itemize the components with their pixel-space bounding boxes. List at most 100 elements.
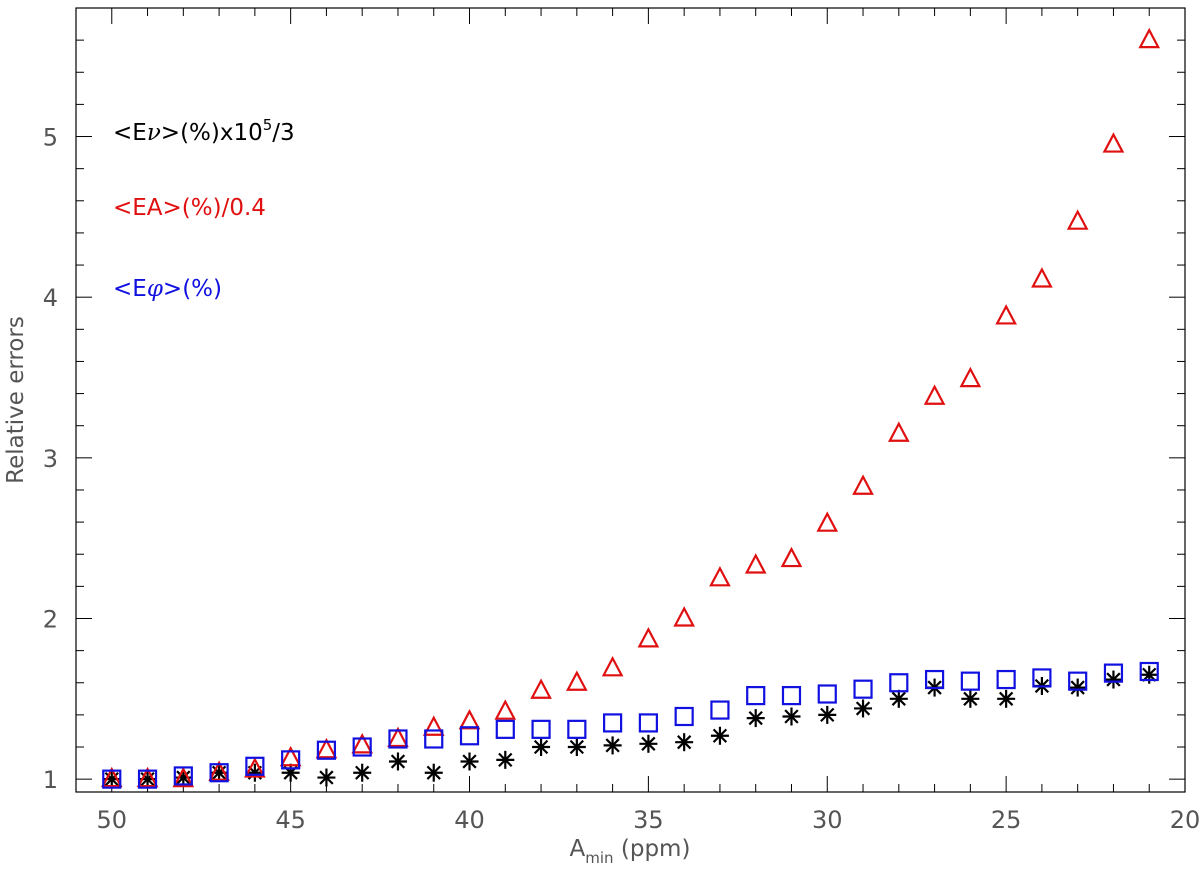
data-point-square: [352, 737, 372, 757]
x-tick-label: 45: [275, 806, 306, 834]
data-point-square: [316, 740, 337, 760]
data-point-triangle: [566, 670, 588, 691]
data-point-triangle: [1031, 267, 1053, 288]
data-point-triangle: [780, 546, 803, 568]
data-point-triangle: [387, 726, 409, 748]
data-point-square: [603, 713, 623, 733]
data-point-triangle: [530, 678, 552, 699]
data-point-square: [996, 669, 1016, 690]
data-point-triangle: [673, 606, 695, 627]
legend-entry-nu: <Eν>(%)x105/3: [113, 116, 295, 146]
data-point-asterisk: [567, 738, 586, 757]
x-axis-label-subscript: min: [585, 849, 613, 867]
data-point-square: [173, 766, 193, 786]
data-point-triangle: [1066, 209, 1089, 230]
data-point-asterisk: [317, 768, 336, 787]
data-point-asterisk: [639, 734, 658, 753]
data-point-asterisk: [496, 750, 515, 769]
y-tick-label: 3: [43, 445, 58, 473]
data-point-asterisk: [854, 699, 873, 718]
data-point-triangle: [136, 766, 159, 788]
data-point-square: [674, 706, 694, 727]
legend-entry-phi: <Eφ>(%): [113, 276, 222, 302]
y-tick-label: 2: [43, 605, 58, 633]
data-point-square: [209, 763, 229, 783]
x-tick-label: 30: [812, 806, 843, 834]
y-tick-label: 1: [43, 766, 58, 794]
legend-entry-a: <EA>(%)/0.4: [113, 195, 266, 221]
data-point-square: [137, 769, 158, 789]
data-point-square: [710, 700, 730, 720]
data-point-asterisk: [1104, 670, 1123, 689]
data-point-triangle: [852, 474, 874, 495]
data-point-asterisk: [710, 726, 729, 745]
data-point-asterisk: [424, 763, 443, 782]
x-axis-label-rest: (ppm): [614, 836, 691, 862]
data-point-square: [281, 750, 301, 770]
data-point-asterisk: [889, 689, 908, 708]
data-point-square: [746, 686, 766, 706]
data-point-asterisk: [746, 709, 765, 728]
data-point-triangle: [923, 384, 946, 405]
x-axis-label: Amin (ppm): [570, 836, 691, 867]
data-point-square: [531, 719, 551, 739]
data-point-square: [245, 756, 265, 776]
data-point-square: [1032, 668, 1052, 688]
data-point-asterisk: [961, 689, 980, 708]
data-point-square: [889, 673, 909, 693]
data-point-asterisk: [818, 705, 837, 724]
plot-frame: [75, 7, 1186, 793]
x-tick-label: 50: [97, 806, 128, 834]
data-point-triangle: [601, 655, 624, 677]
data-point-asterisk: [675, 733, 694, 752]
data-point-triangle: [637, 627, 660, 648]
data-point-asterisk: [782, 707, 801, 726]
data-point-square: [459, 726, 480, 746]
data-point-square: [1068, 671, 1088, 691]
data-point-asterisk: [460, 752, 479, 771]
data-point-square: [424, 729, 444, 749]
data-point-square: [567, 719, 587, 739]
x-tick-label: 35: [633, 806, 664, 834]
data-point-triangle: [709, 565, 731, 587]
data-point-triangle: [887, 421, 910, 442]
x-axis-label-main: A: [570, 836, 586, 862]
data-point-square: [781, 686, 802, 706]
data-point-square: [817, 684, 837, 704]
data-point-asterisk: [281, 763, 300, 782]
data-point-triangle: [1102, 132, 1125, 153]
data-point-asterisk: [603, 736, 622, 755]
data-point-asterisk: [353, 763, 372, 782]
data-point-triangle: [172, 766, 195, 788]
data-point-square: [638, 713, 658, 733]
x-tick-label: 25: [991, 806, 1022, 834]
data-point-asterisk: [532, 738, 551, 757]
data-point-triangle: [422, 715, 445, 736]
data-points: [100, 27, 1161, 789]
data-point-triangle: [351, 733, 374, 754]
data-point-square: [1103, 663, 1124, 683]
y-axis-label: Relative errors: [3, 316, 29, 484]
data-point-square: [1139, 661, 1159, 682]
data-point-triangle: [744, 553, 767, 574]
x-tick-label: 20: [1170, 806, 1200, 834]
data-point-triangle: [959, 366, 982, 388]
data-point-asterisk: [1068, 678, 1087, 697]
data-point-triangle: [995, 304, 1017, 325]
legend: <Eν>(%)x105/3 <EA>(%)/0.4 <Eφ>(%): [113, 116, 295, 302]
data-point-square: [388, 729, 408, 749]
data-point-square: [495, 719, 515, 739]
data-point-square: [924, 669, 945, 690]
data-point-asterisk: [997, 689, 1016, 708]
data-point-triangle: [100, 766, 123, 788]
y-tick-label: 4: [43, 284, 58, 312]
data-point-triangle: [279, 745, 302, 767]
data-point-square: [960, 671, 980, 691]
y-tick-label: 5: [43, 124, 58, 152]
data-point-triangle: [244, 757, 266, 778]
data-point-square: [102, 769, 122, 789]
data-point-triangle: [208, 760, 230, 781]
data-point-square: [853, 679, 873, 699]
